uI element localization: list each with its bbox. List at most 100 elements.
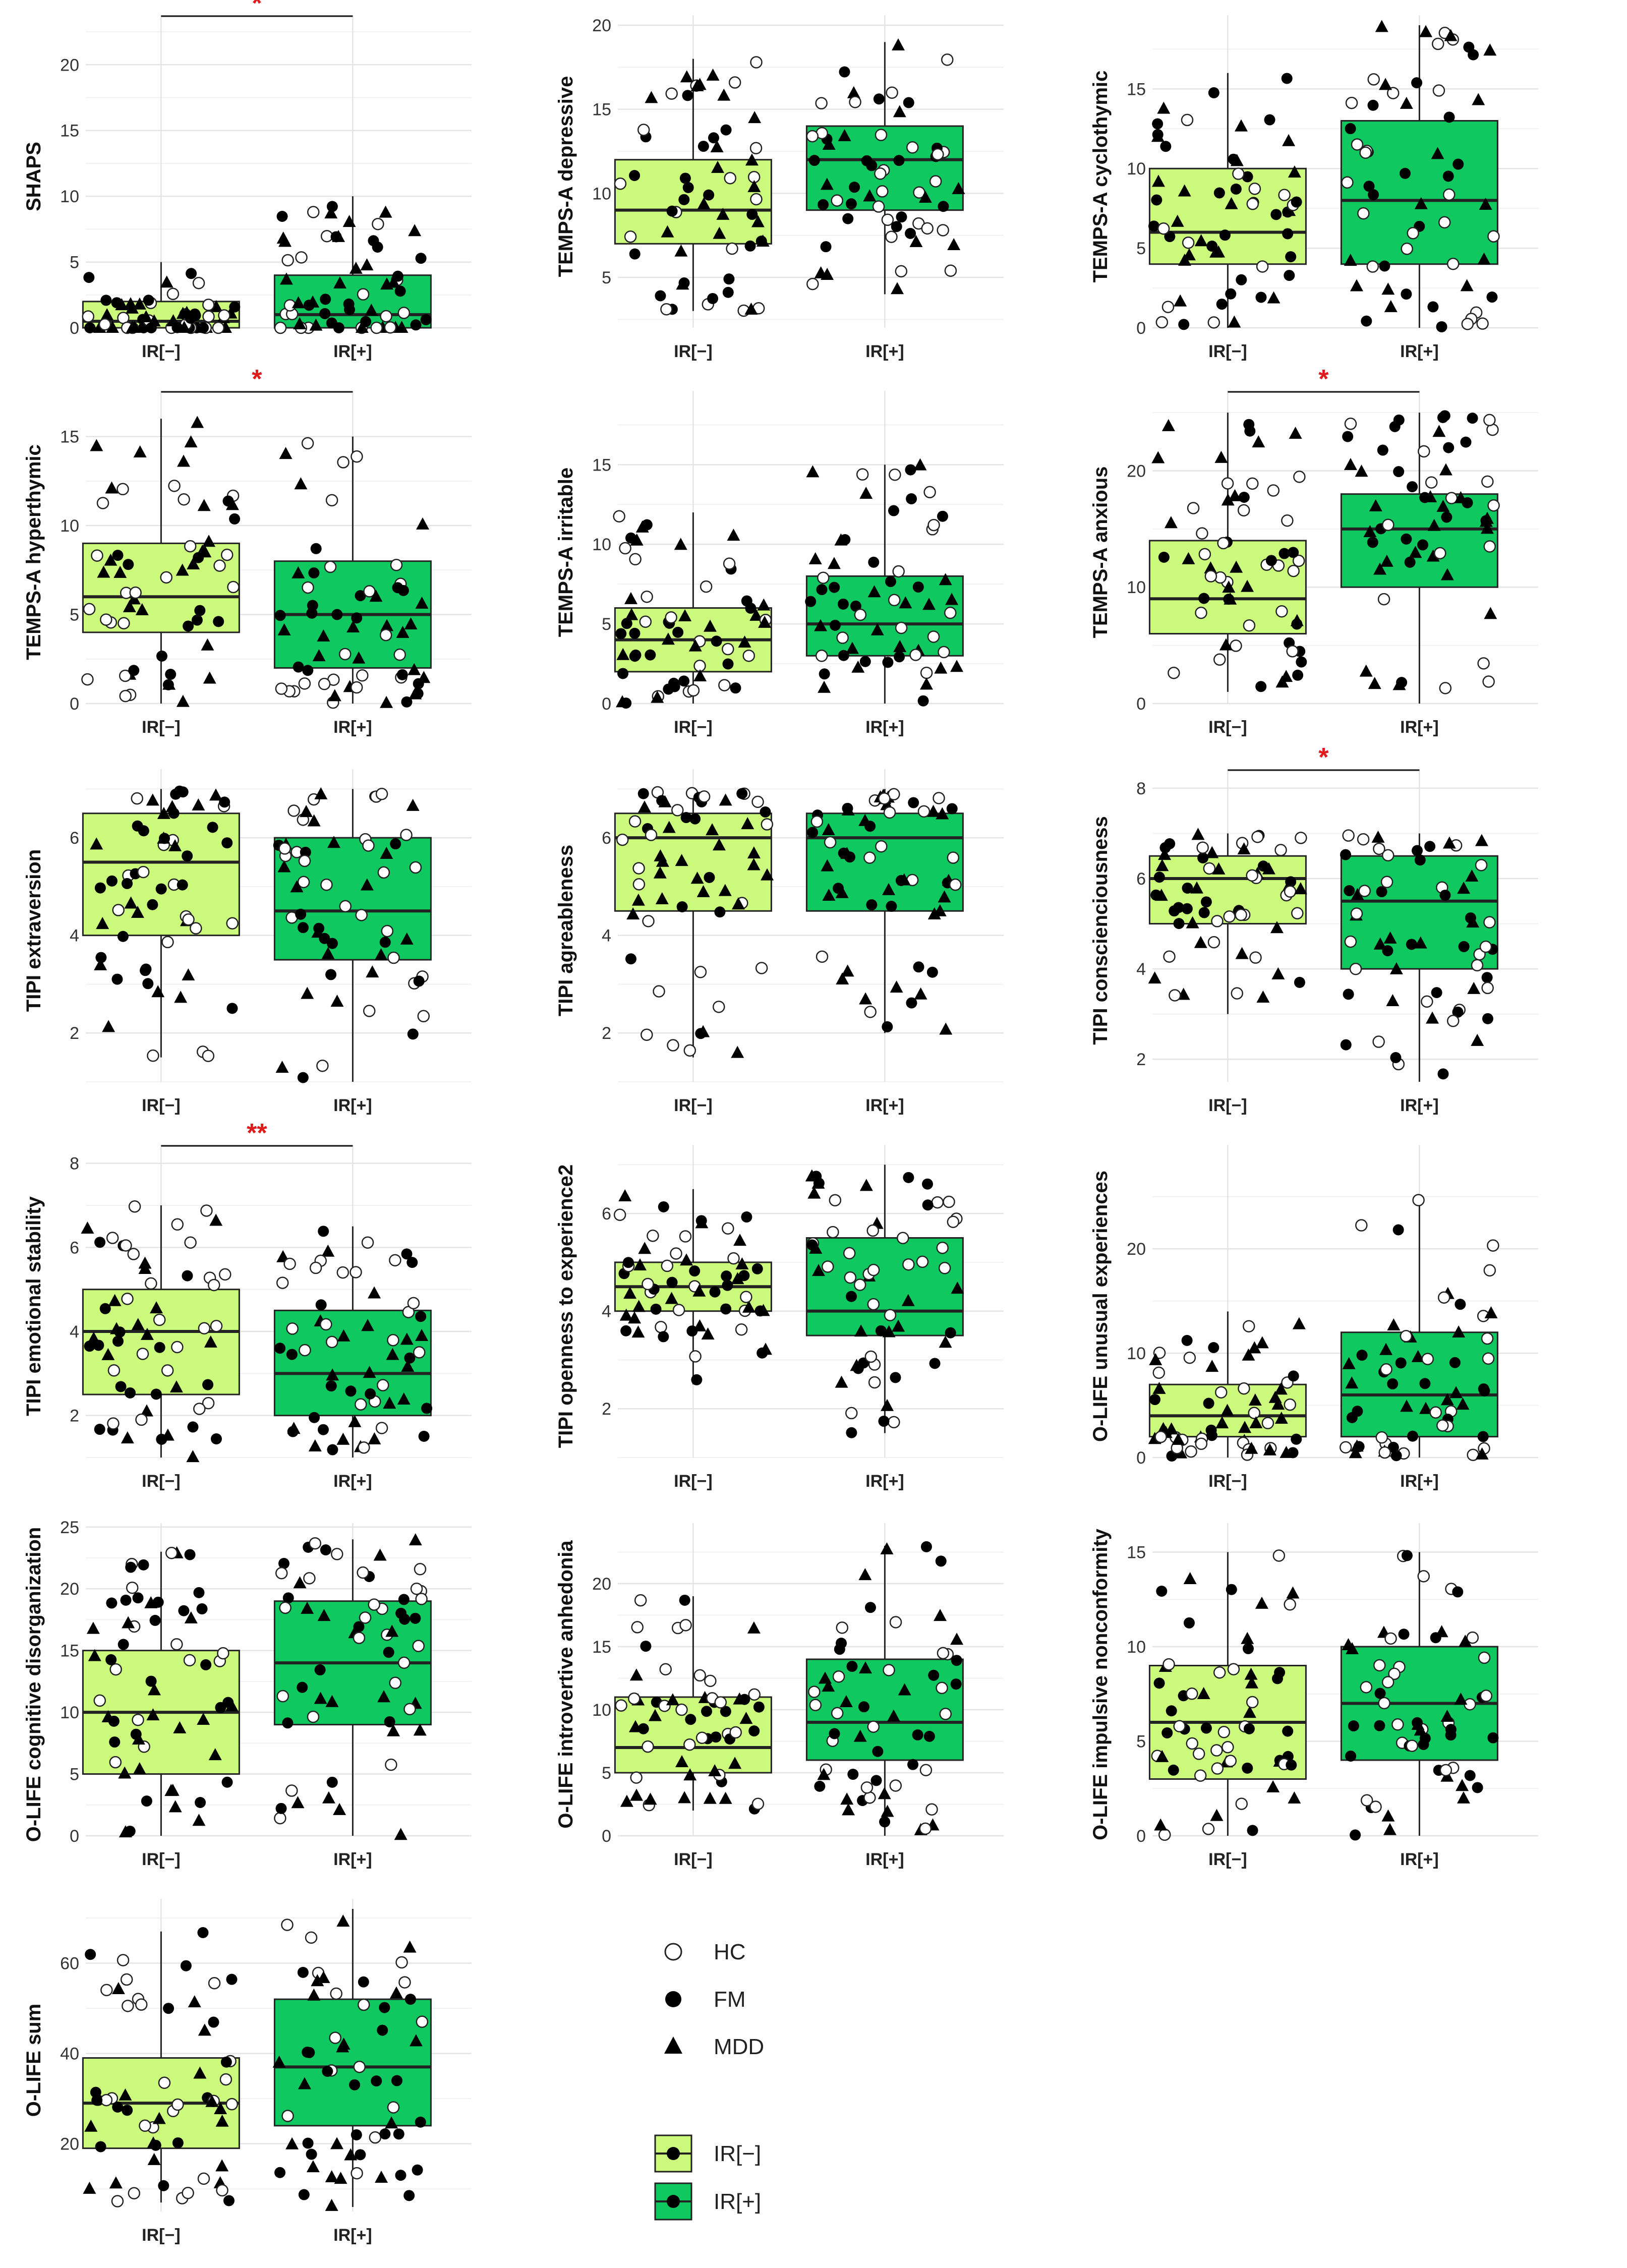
point-mdd [140,1404,153,1417]
point-hc [309,1537,321,1550]
box-ir-positive [1339,1194,1499,1462]
point-mdd [133,445,147,458]
point-fm [313,922,325,934]
point-mdd [1234,119,1248,132]
point-mdd [835,886,849,898]
point-mdd [742,1300,756,1313]
point-fm [1392,1224,1404,1236]
point-fm [138,1559,149,1571]
point-fm [709,1286,721,1298]
point-mdd [401,1359,415,1372]
point-fm [1452,1586,1464,1598]
y-tick-label: 10 [592,1701,611,1720]
point-mdd [1288,1791,1301,1804]
point-mdd [88,1649,101,1661]
point-fm [890,1372,901,1383]
point-mdd [1289,426,1302,439]
point-mdd [124,297,137,310]
box-ir-positive [273,1226,433,1458]
x-category-label: IR[−] [1208,342,1247,361]
point-fm [870,1775,882,1786]
point-hc [1345,96,1358,109]
point-fm [1247,1825,1258,1836]
point-hc [184,1236,197,1249]
point-mdd [867,585,881,598]
x-category-label: IR[−] [142,342,181,361]
y-tick-label: 8 [1136,779,1146,798]
point-hc [118,617,130,629]
point-fm [1374,1720,1385,1731]
point-fm [93,1340,104,1351]
y-tick-label: 15 [592,1638,611,1657]
point-hc [1373,1659,1386,1672]
point-fm [303,300,315,311]
point-mdd [291,1796,305,1809]
point-mdd [1475,1447,1489,1460]
point-fm [1406,939,1417,950]
point-hc [864,1350,878,1363]
y-tick-label: 15 [60,1642,79,1661]
point-fm [1356,1350,1368,1361]
point-fm [229,513,241,525]
point-mdd [290,880,304,893]
point-hc [689,1350,702,1363]
point-hc [1213,653,1226,666]
point-mdd [312,649,326,662]
point-fm [1452,1006,1464,1018]
point-mdd [637,800,651,813]
legend-fill-item-ir-negative: IR[−] [654,2134,761,2173]
point-fm [1486,292,1498,303]
point-fm [1225,288,1237,300]
point-hc [301,437,314,450]
point-fm [1449,1357,1461,1368]
y-axis-title: TEMPS-A cyclothymic [1089,71,1112,283]
point-fm [111,973,123,985]
point-mdd [926,804,940,817]
iqr-box [273,1998,432,2127]
point-hc [1163,1658,1175,1671]
point-fm [331,609,343,620]
point-fm [1230,183,1242,195]
point-hc [867,1720,880,1733]
point-fm [751,1263,763,1274]
point-hc [751,795,764,808]
point-mdd [1158,848,1172,860]
point-fm [415,2116,426,2128]
point-mdd [225,498,239,510]
point-hc [202,1397,215,1410]
data-points [615,1594,765,1815]
y-axis-title: TIPI emotional stability [23,1196,45,1416]
point-hc [695,1731,709,1744]
point-fm [816,584,828,596]
point-hc [278,842,291,855]
y-tick-label: 0 [1136,694,1146,714]
point-hc [372,217,384,230]
point-hc [1487,230,1500,243]
point-mdd [1454,1693,1468,1705]
point-mdd [719,793,732,806]
point-mdd [836,972,849,985]
point-fm [746,209,758,220]
point-fm [358,1976,369,1988]
point-fm [1291,1433,1302,1445]
point-fm [1152,118,1164,130]
point-mdd [1383,931,1397,944]
point-mdd [375,2170,388,2183]
point-hc [1186,1737,1199,1750]
point-hc [675,1703,688,1716]
point-mdd [761,868,774,881]
point-fm [1243,1723,1255,1734]
point-fm [330,231,342,243]
point-hc [275,1566,288,1580]
point-mdd [661,632,675,645]
point-mdd [1237,842,1251,855]
point-hc [379,628,392,642]
point-fm [1343,988,1354,1000]
point-mdd [839,1695,853,1708]
point-mdd [1351,888,1364,900]
point-hc [370,321,383,334]
point-fm [708,132,719,144]
point-mdd [1409,546,1422,558]
